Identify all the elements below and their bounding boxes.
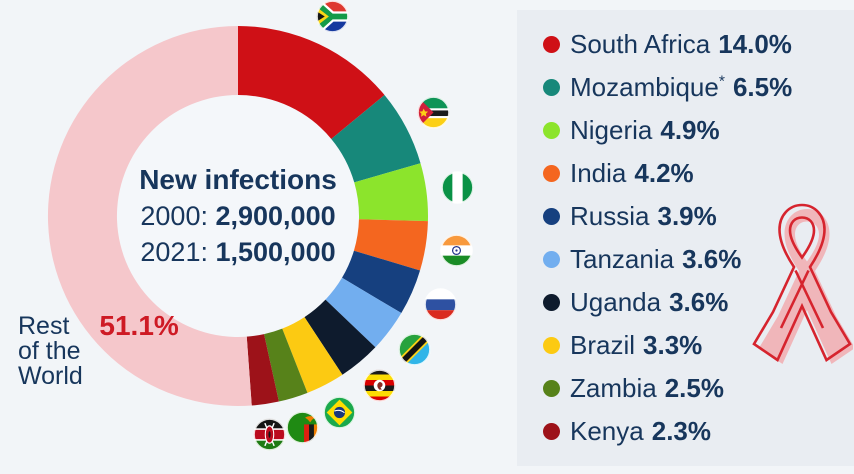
red-awareness-ribbon-icon [752, 203, 853, 364]
center-row-2021: 2021: 1,500,000 [88, 234, 388, 270]
legend-item: Brazil 3.3% [517, 324, 854, 367]
flag-india-icon [439, 234, 473, 268]
legend-country-label: South Africa [570, 29, 711, 59]
legend-item: Tanzania 3.6% [517, 238, 854, 281]
center-value-2000: 2,900,000 [215, 201, 336, 231]
legend-country-label: Russia [570, 201, 650, 231]
legend-percent-value: 3.6% [669, 287, 729, 317]
legend-country-label: Uganda [570, 287, 662, 317]
legend-color-dot [543, 294, 560, 311]
donut-segment-tanzania [325, 277, 402, 348]
flag-tanzania-icon [397, 333, 431, 366]
legend-color-dot [543, 36, 560, 53]
legend-item: Zambia 2.5% [517, 367, 854, 410]
flag-brazil-icon [323, 395, 356, 429]
center-value-2021: 1,500,000 [215, 237, 336, 267]
legend-percent-value: 6.5% [732, 72, 793, 102]
legend-percent-value: 4.2% [634, 158, 694, 188]
donut-segment-brazil [282, 317, 343, 393]
legend-item: South Africa 14.0% [517, 23, 854, 66]
legend-item: Russia 3.9% [517, 195, 854, 238]
flag-uganda-icon [363, 369, 396, 403]
legend-percent-value: 14.0% [718, 29, 792, 59]
legend-country-label: Mozambique [570, 72, 719, 102]
rest-of-world-label: Rest 51.1% of the World [18, 312, 179, 389]
legend-panel: South Africa 14.0% Mozambique* 6.5% Nigeri… [517, 10, 854, 466]
donut-segment-russia [342, 250, 421, 314]
flag-nigeria-icon [440, 171, 474, 205]
legend-country-label: Nigeria [570, 115, 653, 145]
legend-percent-value: 3.3% [643, 330, 703, 360]
flag-kenya-icon [253, 418, 287, 451]
legend-percent-value: 4.9% [660, 115, 720, 145]
donut-segment-india [353, 219, 428, 271]
legend-percent-value: 3.6% [682, 244, 742, 274]
legend-color-dot [543, 208, 560, 225]
legend-color-dot [543, 122, 560, 139]
flag-mozambique-icon [417, 96, 450, 130]
flag-zambia-icon [286, 411, 319, 444]
rest-of-world-line2: of the [18, 337, 81, 365]
donut-segment-rest-of-the-world [47, 25, 252, 406]
donut-segment-south-africa [238, 26, 385, 139]
legend-footnote-marker: * [718, 73, 725, 91]
legend-percent-value: 3.9% [657, 201, 717, 231]
legend-color-dot [543, 337, 560, 354]
center-row-2000: 2000: 2,900,000 [88, 198, 388, 234]
legend-color-dot [543, 251, 560, 268]
center-year-2021: 2021: [140, 237, 208, 267]
flag-south-africa-icon [315, 0, 349, 33]
legend-item: India 4.2% [517, 152, 854, 195]
legend-color-dot [543, 165, 560, 182]
legend-color-dot [543, 423, 560, 440]
donut-segment-zambia [264, 328, 308, 402]
legend-country-label: Tanzania [570, 244, 675, 274]
legend-country-label: Zambia [570, 373, 657, 403]
donut-segment-uganda [304, 299, 376, 375]
center-year-2000: 2000: [140, 201, 208, 231]
donut-center-label: New infections 2000: 2,900,000 2021: 1,5… [88, 161, 388, 270]
rest-of-world-percent: 51.1% [99, 310, 179, 341]
legend-color-dot [543, 380, 560, 397]
center-title: New infections [139, 164, 337, 195]
donut-segment-nigeria [354, 163, 428, 222]
rest-of-world-line3: World [18, 362, 83, 390]
donut-hole [117, 95, 359, 337]
legend-country-label: Kenya [570, 416, 644, 446]
legend-country-label: India [570, 158, 627, 188]
donut-chart [47, 25, 428, 406]
rest-of-world-line1: Rest 51.1% [18, 310, 179, 341]
legend-list: South Africa 14.0% Mozambique* 6.5% Nigeri… [517, 10, 854, 453]
flag-russia-icon [424, 288, 457, 322]
legend-item: Uganda 3.6% [517, 281, 854, 324]
donut-segment-mozambique [331, 95, 421, 183]
legend-color-dot [543, 79, 560, 96]
legend-item: Kenya 2.3% [517, 410, 854, 453]
legend-item: Mozambique* 6.5% [517, 66, 854, 109]
legend-percent-value: 2.5% [664, 373, 724, 403]
legend-country-label: Brazil [570, 330, 636, 360]
legend-item: Nigeria 4.9% [517, 109, 854, 152]
rest-word: Rest [18, 312, 70, 340]
donut-segment-kenya [246, 334, 279, 406]
legend-percent-value: 2.3% [651, 416, 711, 446]
